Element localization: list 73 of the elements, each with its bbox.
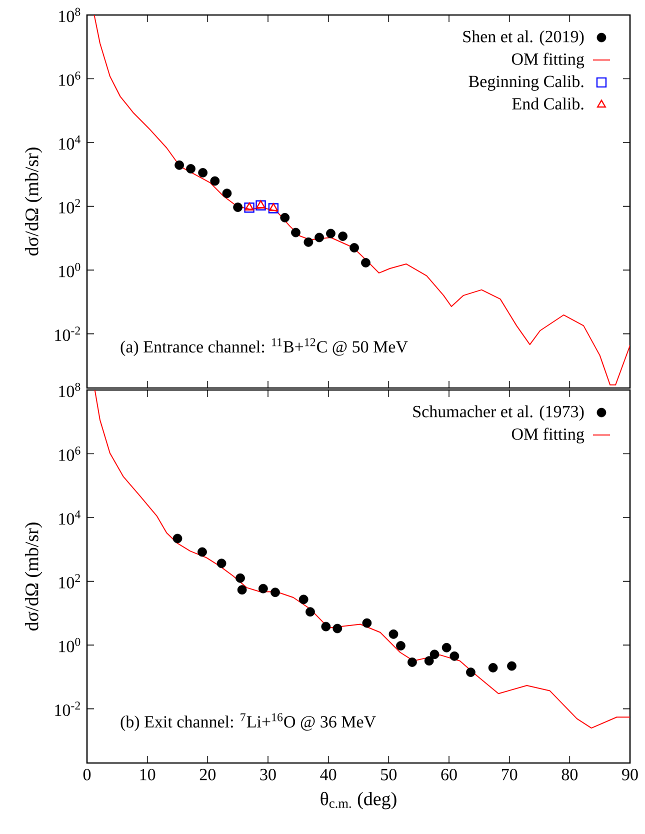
point	[304, 237, 314, 247]
legend-label: Beginning Calib.	[468, 75, 584, 91]
point	[306, 607, 315, 617]
x-tick-label: 0	[83, 768, 91, 780]
point	[174, 160, 184, 170]
x-tick-label: 20	[200, 768, 216, 780]
point	[321, 622, 331, 632]
legend-label: Shen et al. (2019)	[463, 30, 584, 46]
point	[222, 188, 232, 198]
point	[466, 668, 476, 677]
y-tick-label: 10$^{8}$	[59, 8, 80, 22]
legend-label: End Calib.	[512, 98, 584, 110]
y-tick-label: 10$^{4}$	[59, 135, 80, 150]
point	[338, 232, 348, 241]
point	[198, 168, 208, 178]
point	[198, 547, 207, 557]
legend-label: OM fitting	[512, 52, 584, 68]
y-tick-label: 10$^{6}$	[59, 446, 80, 461]
point	[424, 656, 434, 666]
point	[236, 573, 245, 583]
point	[408, 658, 417, 667]
point	[430, 650, 440, 660]
annotation: (a) Entrance channel: $^{11}$B+$^{12}$C @ 50 MeV	[120, 338, 408, 356]
point	[488, 663, 498, 672]
y-tick-label: 10$^{2}$	[59, 574, 80, 588]
x-tick-label: 10	[140, 768, 156, 780]
x-tick-label: 60	[441, 768, 457, 780]
x-tick-label: 70	[502, 768, 518, 780]
legend-label: OM fitting	[512, 428, 584, 444]
point	[258, 584, 268, 594]
y-tick-label: 10$^{2}$	[59, 199, 80, 214]
y-tick-label: 10$^{4}$	[59, 510, 80, 525]
point	[350, 243, 359, 252]
point	[326, 228, 336, 238]
point	[233, 202, 243, 212]
x-tick-label: 90	[622, 768, 638, 780]
point	[244, 202, 254, 210]
x-axis-title: θ$_{c.m.}$ (deg)	[320, 792, 396, 810]
legend-label: Schumacher et al. (1973)	[413, 405, 584, 421]
point	[291, 228, 300, 238]
point	[396, 641, 406, 650]
point	[270, 588, 280, 598]
point	[237, 585, 247, 595]
point	[388, 629, 398, 639]
y-axis-title: dσ/dΩ (mb/sr)	[24, 522, 42, 630]
point	[216, 558, 226, 568]
point	[362, 618, 372, 628]
x-tick-label: 80	[562, 768, 578, 780]
point	[314, 232, 324, 242]
y-tick-label: 10$^{-2}$	[55, 702, 80, 716]
line-series	[94, 390, 630, 729]
y-axis-title: dσ/dΩ (mb/sr)	[24, 148, 42, 256]
annotation: (b) Exit channel: $^{7}$Li+$^{16}$O @ 36 MeV	[120, 713, 376, 732]
y-tick-label: 10$^{-2}$	[55, 326, 80, 341]
y-tick-label: 10$^{6}$	[59, 72, 80, 86]
y-tick-label: 10$^{0}$	[59, 262, 80, 278]
point	[172, 534, 182, 544]
point	[186, 164, 196, 174]
x-tick-label: 50	[381, 768, 397, 780]
point	[298, 594, 308, 604]
point	[280, 212, 290, 222]
y-tick-label: 10$^{0}$	[59, 638, 80, 652]
line-series	[94, 14, 630, 386]
y-tick-label: 10$^{8}$	[59, 382, 80, 398]
point	[450, 651, 460, 661]
point	[442, 642, 452, 652]
point	[210, 176, 220, 186]
point	[244, 202, 254, 213]
point	[361, 258, 370, 268]
point	[332, 624, 342, 634]
point	[507, 661, 516, 671]
x-tick-label: 30	[260, 768, 276, 780]
x-tick-label: 40	[320, 768, 336, 780]
